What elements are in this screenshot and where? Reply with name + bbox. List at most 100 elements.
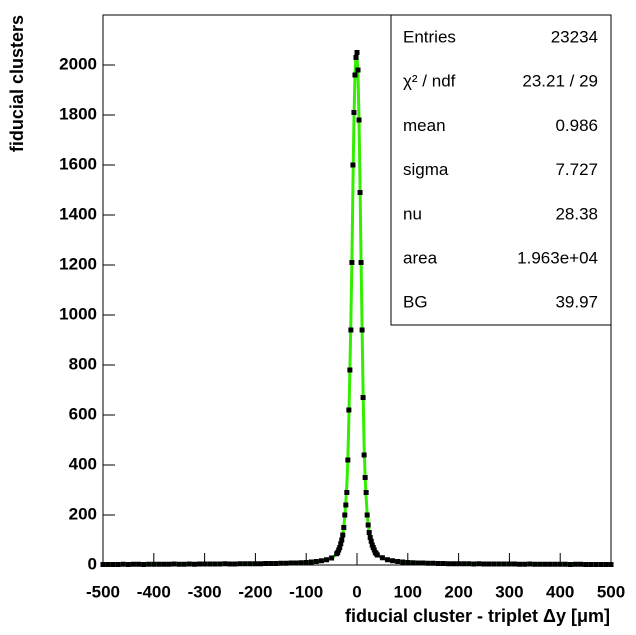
data-point (350, 162, 356, 168)
data-point (366, 530, 372, 535)
data-point (356, 117, 362, 123)
stats-label: mean (403, 116, 446, 135)
x-tick-label: -200 (238, 582, 272, 601)
stats-label: nu (403, 204, 422, 223)
data-point (532, 561, 538, 567)
data-point (360, 395, 366, 400)
stats-value: 0.986 (555, 116, 598, 135)
data-point (425, 560, 431, 566)
data-point (511, 561, 517, 567)
x-tick-label: 100 (394, 582, 422, 601)
data-point (105, 562, 111, 567)
data-point (120, 561, 126, 567)
data-point (410, 560, 416, 566)
y-tick-label: 1000 (59, 304, 97, 323)
data-point (598, 562, 604, 567)
data-point (247, 561, 253, 567)
data-point (146, 561, 152, 567)
data-point (466, 561, 472, 567)
x-axis-title: fiducial cluster - triplet Δy [μm] (345, 606, 610, 626)
data-point (348, 327, 354, 333)
x-tick-label: 400 (546, 582, 574, 601)
data-point (351, 110, 357, 115)
data-point (527, 561, 533, 567)
data-point (405, 560, 411, 565)
data-point (496, 561, 502, 567)
data-point (110, 562, 116, 567)
data-point (481, 561, 487, 567)
x-tick-label: 500 (597, 582, 625, 601)
data-point (232, 561, 238, 567)
data-point (329, 555, 335, 561)
stats-value: 23.21 / 29 (522, 72, 598, 91)
data-point (242, 561, 248, 567)
y-tick-label: 400 (69, 454, 97, 473)
data-point (202, 561, 208, 567)
data-point (451, 561, 457, 567)
y-tick-label: 1800 (59, 104, 97, 123)
y-tick-label: 0 (88, 554, 97, 573)
y-tick-label: 2000 (59, 54, 97, 73)
data-point (364, 512, 370, 518)
stats-label: sigma (403, 160, 449, 179)
data-point (136, 561, 142, 567)
data-point (288, 560, 294, 566)
data-point (293, 560, 299, 566)
x-tick-label: 300 (495, 582, 523, 601)
data-point (374, 552, 380, 558)
data-point (363, 490, 369, 495)
data-point (345, 457, 351, 463)
x-tick-label: -400 (137, 582, 171, 601)
data-point (353, 55, 359, 60)
data-point (237, 561, 243, 567)
data-point (100, 562, 106, 567)
data-point (298, 560, 304, 566)
data-point (141, 562, 147, 567)
data-point (471, 561, 477, 567)
data-point (537, 561, 543, 567)
stats-label: area (403, 248, 438, 267)
data-point (166, 561, 172, 567)
data-point (355, 67, 361, 73)
data-point (186, 561, 192, 567)
x-tick-label: -100 (289, 582, 323, 601)
data-point (491, 561, 497, 567)
data-point (217, 561, 223, 567)
data-point (151, 561, 157, 567)
stats-label: Entries (403, 27, 456, 46)
data-point (303, 560, 309, 565)
data-point (367, 535, 373, 540)
stats-label: BG (403, 293, 428, 312)
data-point (359, 327, 365, 333)
data-point (197, 561, 203, 567)
data-point (115, 562, 121, 567)
data-point (341, 525, 347, 530)
y-axis-title: fiducial clusters (7, 15, 27, 152)
data-point (207, 561, 213, 567)
data-point (212, 561, 218, 567)
data-point (130, 561, 136, 567)
data-point (476, 561, 482, 567)
data-point (445, 561, 451, 567)
data-point (395, 559, 401, 564)
data-point (456, 561, 462, 567)
data-point (346, 407, 352, 413)
data-point (268, 561, 274, 566)
data-point (461, 561, 467, 567)
data-point (578, 561, 584, 567)
data-point (324, 557, 330, 563)
data-point (343, 502, 349, 508)
data-point (313, 559, 319, 564)
data-point (435, 561, 441, 566)
data-point (125, 562, 131, 567)
y-tick-label: 1400 (59, 204, 97, 223)
data-point (358, 260, 364, 265)
data-point (156, 561, 162, 567)
data-point (420, 560, 426, 566)
data-point (227, 561, 233, 567)
data-point (352, 72, 358, 78)
stats-value: 7.727 (555, 160, 598, 179)
data-point (252, 561, 258, 567)
data-point (415, 560, 421, 566)
